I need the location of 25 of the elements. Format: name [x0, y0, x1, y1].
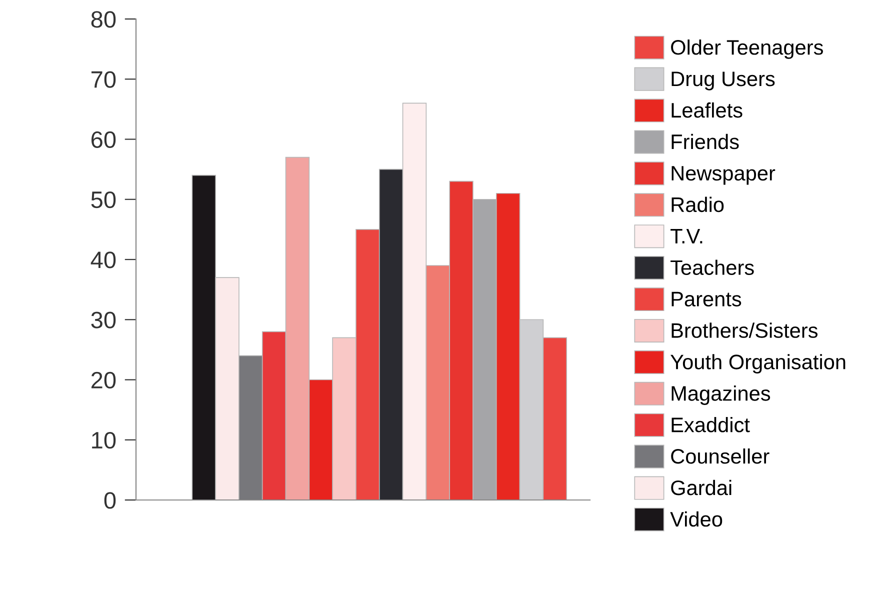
- y-tick-label: 60: [91, 131, 116, 148]
- legend-label: Gardai: [671, 480, 732, 496]
- legend-label: Counseller: [671, 448, 770, 464]
- legend-label: Newspaper: [672, 166, 776, 185]
- y-tick-label: 0: [104, 492, 116, 509]
- legend-label: Older Teenagers: [671, 39, 823, 59]
- legend-label: Parents: [672, 292, 742, 306]
- legend-label: Radio: [672, 196, 724, 212]
- legend-label: Youth Organisation: [670, 354, 846, 374]
- legend-label: Teachers: [670, 260, 754, 276]
- legend-label: T.V.: [670, 229, 702, 244]
- y-tick-label: 10: [92, 432, 116, 449]
- y-tick-label: 20: [91, 372, 116, 389]
- legend-label: Video: [670, 511, 722, 527]
- y-tick-label: 70: [92, 71, 116, 88]
- legend-label: Friends: [672, 134, 739, 150]
- legend-label: Drug Users: [672, 72, 775, 90]
- y-tick-label: 50: [91, 191, 116, 208]
- y-tick-label: 40: [90, 252, 116, 268]
- y-tick-label: 30: [91, 312, 116, 328]
- y-tick-label: 80: [91, 11, 116, 28]
- legend-label: Leaflets: [672, 102, 742, 118]
- legend-label: Exaddict: [672, 416, 750, 432]
- legend-label: Magazines: [672, 386, 770, 405]
- legend-label: Brothers/Sisters: [672, 322, 818, 338]
